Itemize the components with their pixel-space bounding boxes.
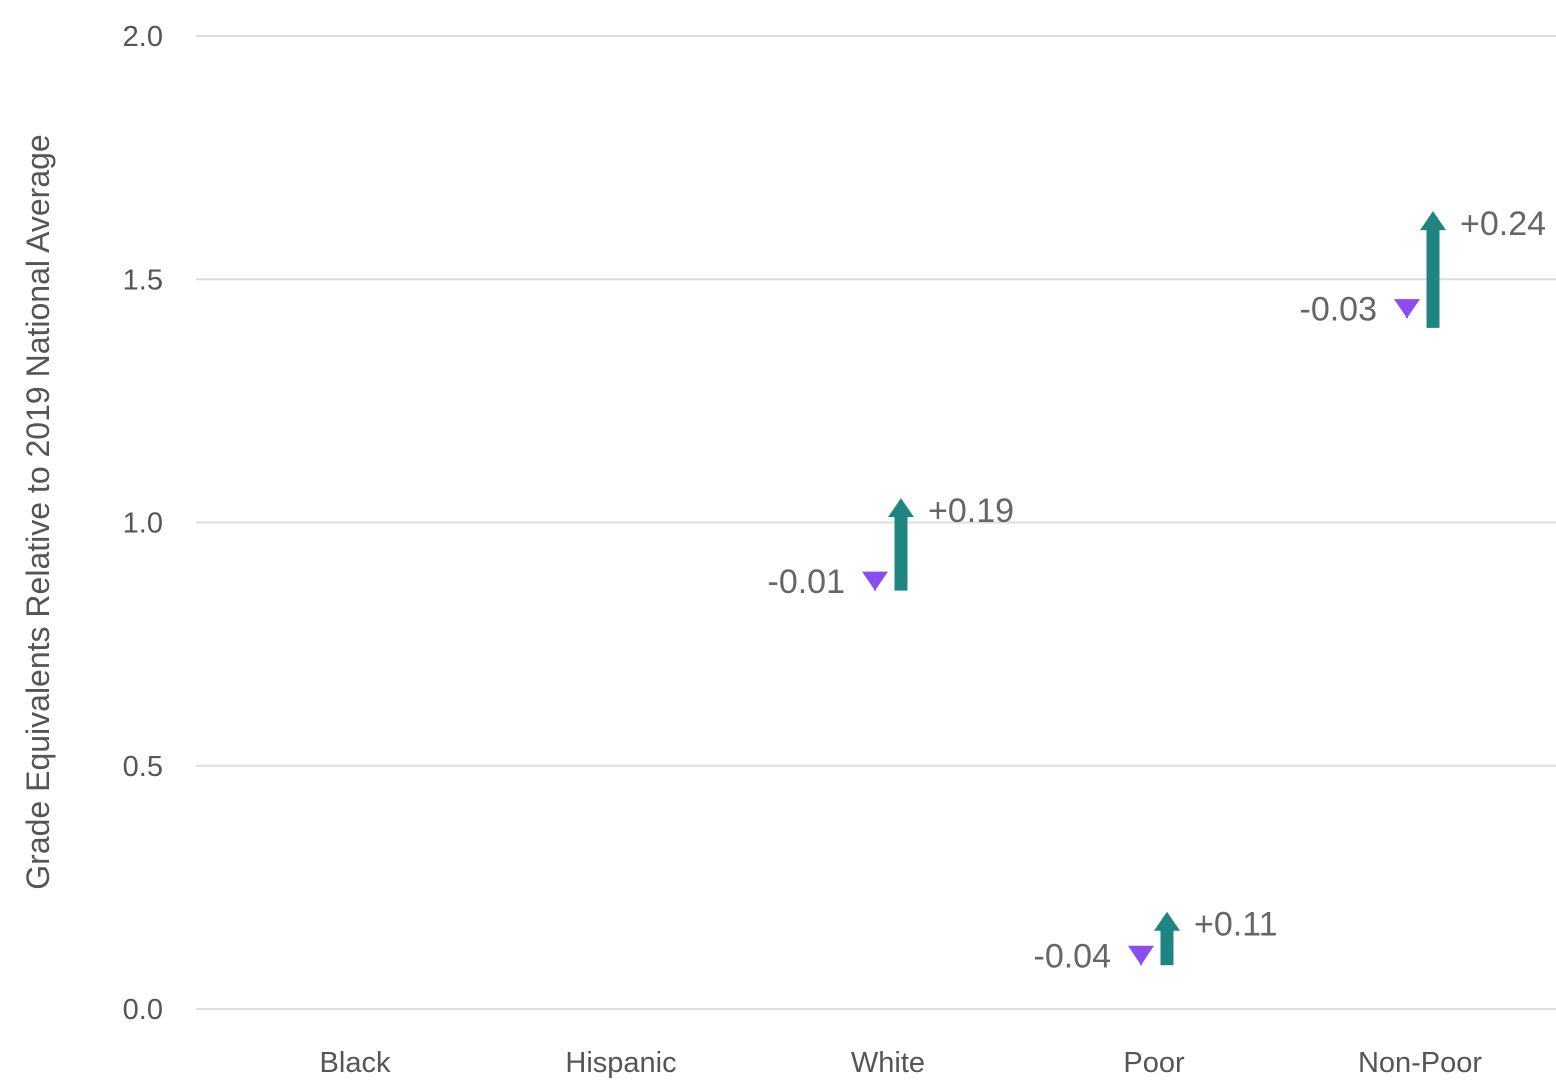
gain-arrow-shaft [1426, 229, 1440, 328]
gain-value-label: +0.24 [1460, 205, 1546, 243]
y-tick-label: 1.0 [123, 508, 163, 540]
decline-arrow-head [1128, 945, 1154, 966]
x-category-label: Non-Poor [1358, 1047, 1482, 1079]
y-tick-label: 2.0 [123, 21, 163, 53]
decline-arrow-head [1394, 299, 1420, 319]
x-axis-categories: Black Hispanic White Poor Non-Poor [320, 1047, 1483, 1079]
decline-value-label: -0.03 [1300, 291, 1378, 329]
y-axis-ticks: 0.0 0.5 1.0 1.5 2.0 [123, 21, 163, 1026]
gain-arrow-shaft [1160, 929, 1174, 966]
decline-value-label: -0.01 [768, 563, 846, 601]
y-tick-label: 1.5 [123, 264, 163, 296]
x-category-label: Hispanic [565, 1047, 676, 1079]
x-category-label: Poor [1123, 1047, 1185, 1079]
y-axis-title: Grade Equivalents Relative to 2019 Natio… [20, 134, 56, 889]
arrow-marks: -0.01 +0.19 -0.04 +0.11 -0.03 +0.24 [768, 205, 1547, 975]
gain-arrow-head [1420, 211, 1446, 231]
y-tick-label: 0.0 [123, 994, 163, 1026]
gain-value-label: +0.11 [1194, 906, 1278, 944]
x-category-label: White [851, 1047, 925, 1079]
decline-arrow-head [862, 571, 888, 591]
x-category-label: Black [320, 1047, 391, 1079]
decline-value-label: -0.04 [1034, 937, 1112, 975]
gain-arrow-head [888, 498, 914, 518]
gridlines [196, 35, 1556, 1010]
gain-arrow-head [1154, 911, 1180, 931]
gain-value-label: +0.19 [928, 492, 1014, 530]
y-tick-label: 0.5 [123, 751, 163, 783]
gain-arrow-shaft [894, 516, 908, 591]
